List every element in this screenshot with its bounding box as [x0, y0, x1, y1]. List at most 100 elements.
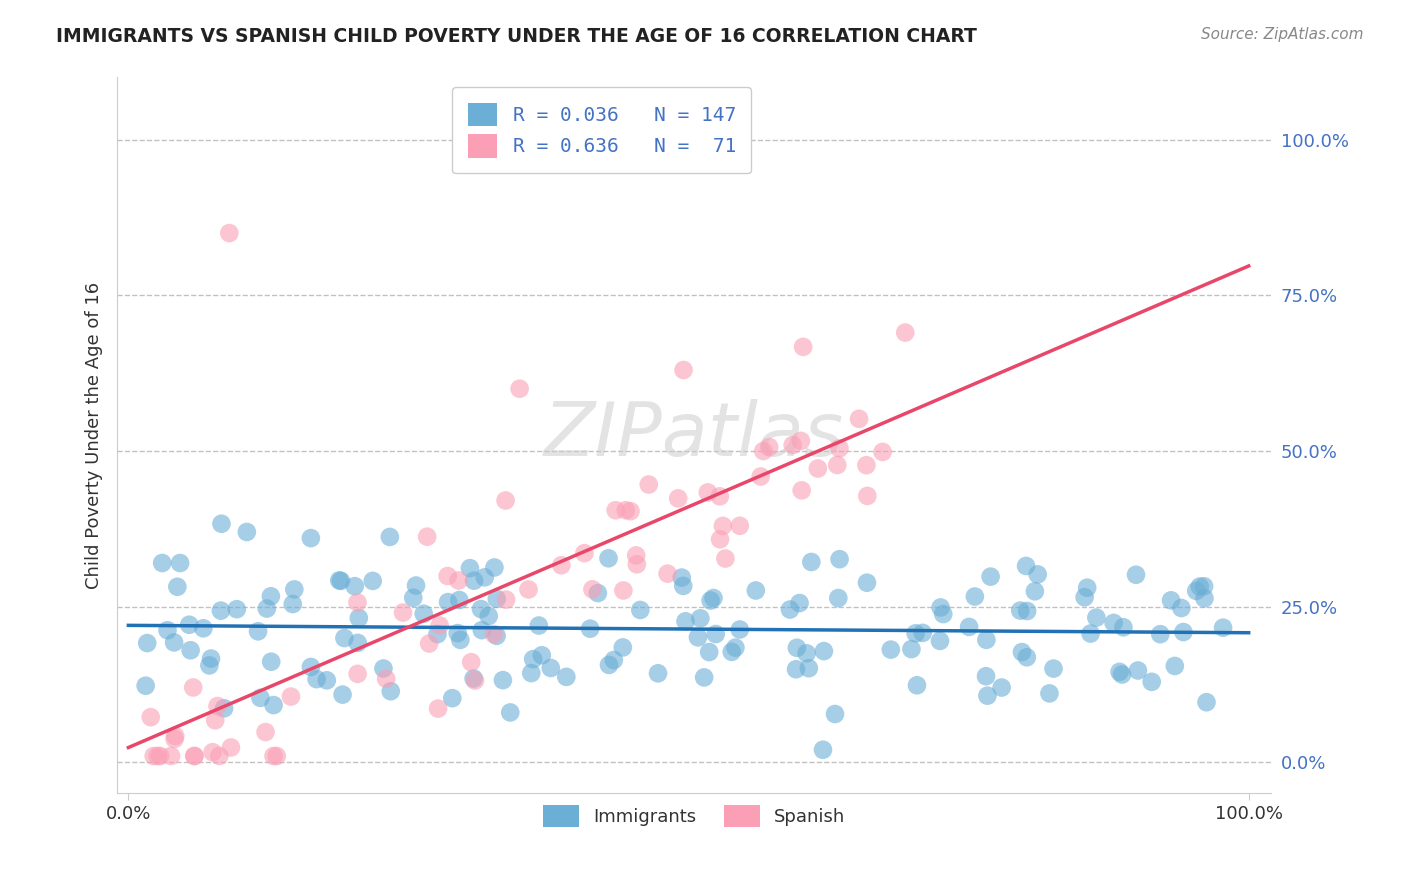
Point [492, 673, 515, 687]
Point [696, 485, 718, 500]
Point [782, 438, 804, 452]
Point [179, 617, 201, 632]
Point [236, 524, 259, 539]
Point [872, 445, 894, 459]
Point [373, 661, 395, 675]
Point [219, 740, 242, 755]
Point [581, 582, 603, 597]
Point [990, 681, 1012, 695]
Point [429, 618, 451, 632]
Point [697, 645, 720, 659]
Point [1010, 604, 1032, 618]
Point [720, 645, 742, 659]
Point [183, 749, 205, 764]
Point [672, 579, 695, 593]
Point [471, 623, 494, 637]
Point [361, 574, 384, 588]
Point [1212, 621, 1234, 635]
Point [626, 558, 648, 572]
Point [283, 582, 305, 597]
Point [614, 503, 637, 517]
Point [346, 666, 368, 681]
Point [699, 593, 721, 607]
Point [714, 551, 737, 566]
Point [402, 591, 425, 605]
Point [346, 595, 368, 609]
Point [752, 444, 775, 458]
Point [254, 725, 277, 739]
Point [380, 684, 402, 698]
Point [929, 634, 952, 648]
Point [458, 561, 481, 575]
Point [904, 626, 927, 640]
Point [786, 640, 808, 655]
Point [208, 749, 231, 764]
Point [1160, 593, 1182, 607]
Point [156, 624, 179, 638]
Point [343, 579, 366, 593]
Point [332, 688, 354, 702]
Point [485, 591, 508, 606]
Point [1170, 601, 1192, 615]
Point [693, 670, 716, 684]
Point [574, 546, 596, 560]
Point [1042, 662, 1064, 676]
Point [709, 489, 731, 503]
Point [704, 627, 727, 641]
Point [299, 660, 322, 674]
Point [586, 586, 609, 600]
Point [1015, 558, 1038, 573]
Point [527, 618, 550, 632]
Point [894, 326, 917, 340]
Point [1085, 610, 1108, 624]
Point [499, 706, 522, 720]
Point [136, 636, 159, 650]
Point [1125, 567, 1147, 582]
Point [142, 749, 165, 764]
Point [180, 643, 202, 657]
Point [612, 640, 634, 655]
Point [1102, 615, 1125, 630]
Point [1194, 591, 1216, 606]
Point [905, 678, 928, 692]
Y-axis label: Child Poverty Under the Age of 16: Child Poverty Under the Age of 16 [86, 282, 103, 589]
Point [299, 531, 322, 545]
Point [749, 469, 772, 483]
Point [1188, 580, 1211, 594]
Point [495, 592, 517, 607]
Point [1017, 604, 1039, 618]
Point [201, 745, 224, 759]
Point [827, 458, 849, 472]
Point [426, 627, 449, 641]
Point [1112, 620, 1135, 634]
Point [522, 652, 544, 666]
Point [333, 631, 356, 645]
Point [1185, 583, 1208, 598]
Point [495, 493, 517, 508]
Point [856, 575, 879, 590]
Point [347, 611, 370, 625]
Point [463, 574, 485, 588]
Point [724, 640, 747, 655]
Point [728, 623, 751, 637]
Point [263, 749, 285, 764]
Point [1015, 650, 1038, 665]
Point [509, 382, 531, 396]
Point [932, 607, 955, 621]
Point [478, 609, 501, 624]
Point [484, 560, 506, 574]
Point [813, 644, 835, 658]
Point [980, 569, 1002, 583]
Point [160, 749, 183, 764]
Point [315, 673, 337, 688]
Point [209, 604, 232, 618]
Point [280, 690, 302, 704]
Point [482, 627, 505, 641]
Point [193, 621, 215, 635]
Text: ZIPatlas: ZIPatlas [544, 400, 844, 471]
Point [728, 518, 751, 533]
Point [416, 530, 439, 544]
Point [827, 591, 849, 605]
Point [1111, 667, 1133, 681]
Point [1149, 627, 1171, 641]
